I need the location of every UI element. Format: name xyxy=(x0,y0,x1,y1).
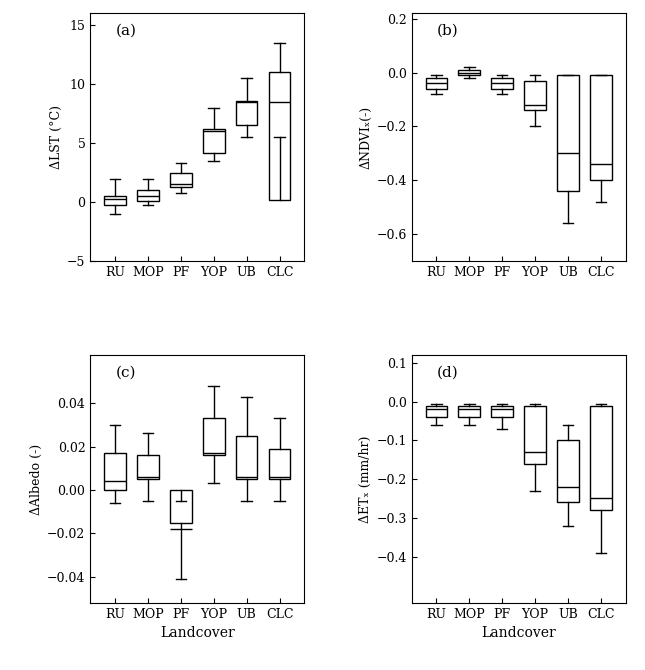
PathPatch shape xyxy=(269,449,290,479)
PathPatch shape xyxy=(170,490,192,523)
Text: (d): (d) xyxy=(437,365,459,379)
X-axis label: Landcover: Landcover xyxy=(160,626,235,641)
PathPatch shape xyxy=(590,75,611,180)
PathPatch shape xyxy=(557,75,579,191)
Y-axis label: ΔETₓ (mm/hr): ΔETₓ (mm/hr) xyxy=(359,436,372,523)
PathPatch shape xyxy=(590,405,611,510)
PathPatch shape xyxy=(491,405,513,417)
PathPatch shape xyxy=(170,173,192,187)
PathPatch shape xyxy=(137,190,159,201)
PathPatch shape xyxy=(524,80,546,111)
PathPatch shape xyxy=(236,436,257,479)
PathPatch shape xyxy=(426,405,447,417)
PathPatch shape xyxy=(137,455,159,479)
Text: (a): (a) xyxy=(116,23,137,38)
PathPatch shape xyxy=(557,440,579,502)
PathPatch shape xyxy=(236,100,257,125)
PathPatch shape xyxy=(459,405,480,417)
PathPatch shape xyxy=(491,78,513,89)
PathPatch shape xyxy=(426,78,447,89)
Text: (b): (b) xyxy=(437,23,459,38)
PathPatch shape xyxy=(269,72,290,200)
PathPatch shape xyxy=(203,418,224,455)
Y-axis label: ΔLST (°C): ΔLST (°C) xyxy=(50,105,63,170)
PathPatch shape xyxy=(203,129,224,153)
PathPatch shape xyxy=(104,453,126,490)
Y-axis label: ΔNDVIₓ(-): ΔNDVIₓ(-) xyxy=(359,106,372,169)
Text: (c): (c) xyxy=(116,365,137,379)
PathPatch shape xyxy=(104,196,126,204)
Y-axis label: ΔAlbedo (-): ΔAlbedo (-) xyxy=(30,444,43,515)
X-axis label: Landcover: Landcover xyxy=(481,626,556,641)
PathPatch shape xyxy=(459,70,480,75)
PathPatch shape xyxy=(524,405,546,464)
